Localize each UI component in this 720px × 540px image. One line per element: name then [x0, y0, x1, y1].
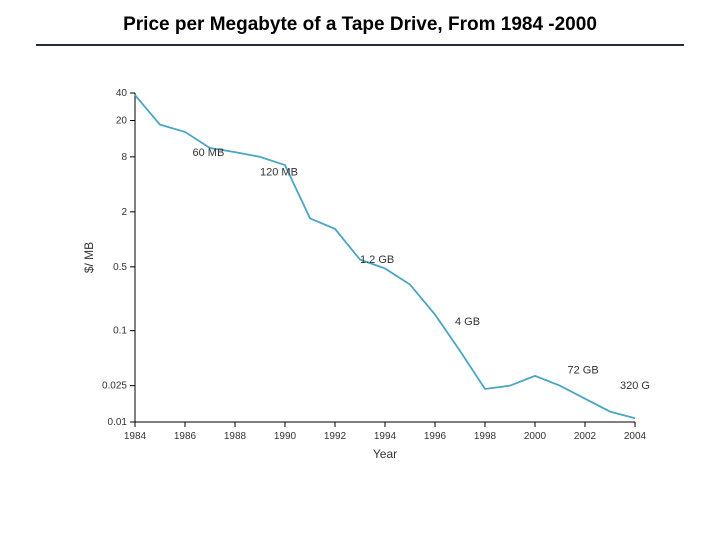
svg-text:2000: 2000 — [524, 431, 547, 442]
svg-text:2004: 2004 — [624, 431, 647, 442]
svg-text:72 GB: 72 GB — [568, 364, 599, 376]
svg-text:$/ MB: $/ MB — [82, 242, 96, 273]
svg-text:1990: 1990 — [274, 431, 297, 442]
svg-text:320 GB: 320 GB — [620, 380, 650, 392]
svg-text:1.2 GB: 1.2 GB — [360, 254, 394, 266]
svg-text:Year: Year — [373, 447, 397, 461]
svg-text:0.5: 0.5 — [113, 262, 127, 273]
svg-text:1998: 1998 — [474, 431, 497, 442]
slide: Price per Megabyte of a Tape Drive, From… — [0, 0, 720, 540]
svg-text:2002: 2002 — [574, 431, 597, 442]
svg-text:120 MB: 120 MB — [260, 166, 298, 178]
price-chart: 1984 1986 1988 1990 1992 1994 1996 1998 2000 2002… — [80, 75, 650, 470]
svg-text:40: 40 — [116, 88, 128, 99]
svg-text:1986: 1986 — [174, 431, 197, 442]
chart-container: 1984 1986 1988 1990 1992 1994 1996 1998 2000 2002… — [80, 75, 650, 470]
svg-text:1996: 1996 — [424, 431, 447, 442]
svg-text:2: 2 — [121, 207, 127, 218]
svg-text:1984: 1984 — [124, 431, 147, 442]
svg-text:0.025: 0.025 — [102, 381, 127, 392]
slide-title: Price per Megabyte of a Tape Drive, From… — [0, 14, 720, 36]
svg-text:0.1: 0.1 — [113, 326, 127, 337]
svg-text:4 GB: 4 GB — [455, 316, 480, 328]
svg-text:1992: 1992 — [324, 431, 347, 442]
title-underline — [36, 44, 684, 46]
svg-text:1988: 1988 — [224, 431, 247, 442]
svg-text:1994: 1994 — [374, 431, 397, 442]
svg-text:0.01: 0.01 — [108, 417, 128, 428]
svg-text:60 MB: 60 MB — [193, 147, 225, 159]
svg-text:20: 20 — [116, 115, 128, 126]
svg-text:8: 8 — [121, 152, 127, 163]
